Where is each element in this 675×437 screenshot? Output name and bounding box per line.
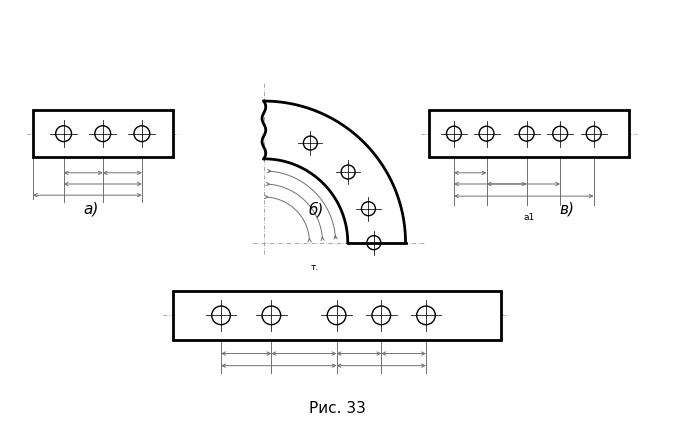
Bar: [173, 291, 501, 340]
Text: а1: а1: [523, 213, 535, 222]
Bar: [33, 111, 173, 157]
Text: т.: т.: [311, 263, 319, 272]
Text: Рис. 33: Рис. 33: [309, 401, 366, 416]
Text: а): а): [84, 202, 99, 217]
Text: б): б): [308, 202, 323, 218]
Bar: [429, 111, 629, 157]
Text: в): в): [560, 202, 574, 217]
